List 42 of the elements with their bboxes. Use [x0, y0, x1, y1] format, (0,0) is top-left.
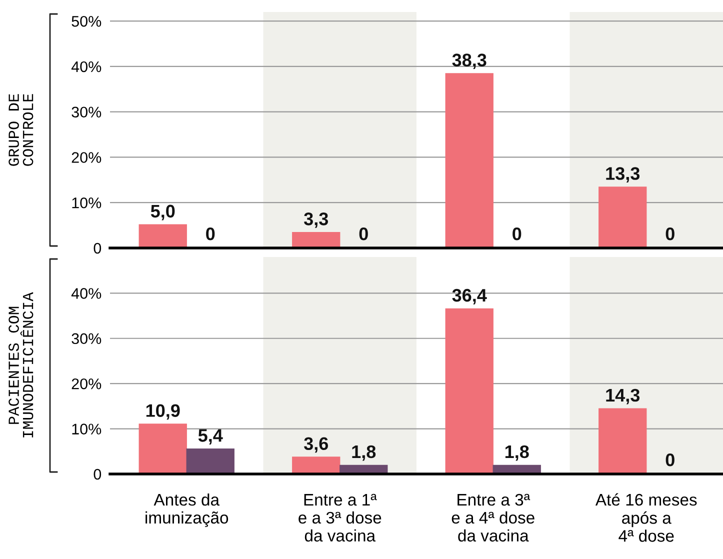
bar — [186, 448, 234, 474]
y-tick-label: 30% — [72, 333, 102, 344]
y-tick-label: 10% — [72, 197, 102, 208]
y-axis-title: GRUPO DE CONTROLE — [8, 94, 34, 166]
x-tick-label: Entre a 1ª e a 3ª dose da vacina — [298, 494, 382, 542]
bar — [138, 424, 187, 474]
y-tick-label: 40% — [71, 61, 102, 72]
data-label: 10,9 — [146, 404, 180, 420]
data-label: 0 — [512, 227, 522, 240]
y-tick-label: 30% — [72, 106, 102, 118]
data-label: 0 — [206, 227, 215, 240]
data-label: 13,3 — [606, 167, 640, 183]
bar — [292, 456, 340, 474]
bar — [445, 308, 494, 474]
data-label: 36,4 — [452, 288, 487, 304]
y-tick-label: 0 — [94, 468, 102, 480]
y-tick-label: 0 — [94, 242, 102, 254]
y-axis-title: PACIENTES COM IMUNODEFICIÊNCIA — [8, 292, 34, 438]
data-label: 1,8 — [505, 445, 529, 461]
data-label: 1,8 — [352, 445, 376, 461]
y-tick-label: 20% — [72, 378, 102, 390]
y-tick-label: 40% — [71, 288, 102, 299]
data-label: 5,0 — [150, 204, 175, 220]
y-tick-label: 50% — [72, 16, 102, 27]
bar — [598, 186, 647, 248]
data-label: 3,6 — [304, 437, 328, 453]
data-label: 5,4 — [198, 429, 223, 444]
bar — [292, 232, 340, 248]
bar — [445, 73, 494, 248]
y-tick-label: 10% — [72, 424, 102, 434]
bar — [598, 408, 647, 474]
y-tick-label: 20% — [72, 152, 102, 163]
data-label: 0 — [666, 227, 674, 240]
data-label: 0 — [666, 453, 674, 466]
data-label: 0 — [359, 227, 368, 240]
data-label: 14,3 — [606, 388, 640, 404]
bar — [138, 224, 187, 248]
data-label: 38,3 — [452, 54, 486, 70]
x-tick-label: Entre a 3ª e a 4ª dose da vacina — [452, 494, 534, 542]
data-label: 3,3 — [304, 212, 328, 228]
x-tick-label: Antes da imunização — [146, 493, 228, 528]
x-tick-label: Até 16 meses após a 4ª dose — [595, 493, 697, 542]
